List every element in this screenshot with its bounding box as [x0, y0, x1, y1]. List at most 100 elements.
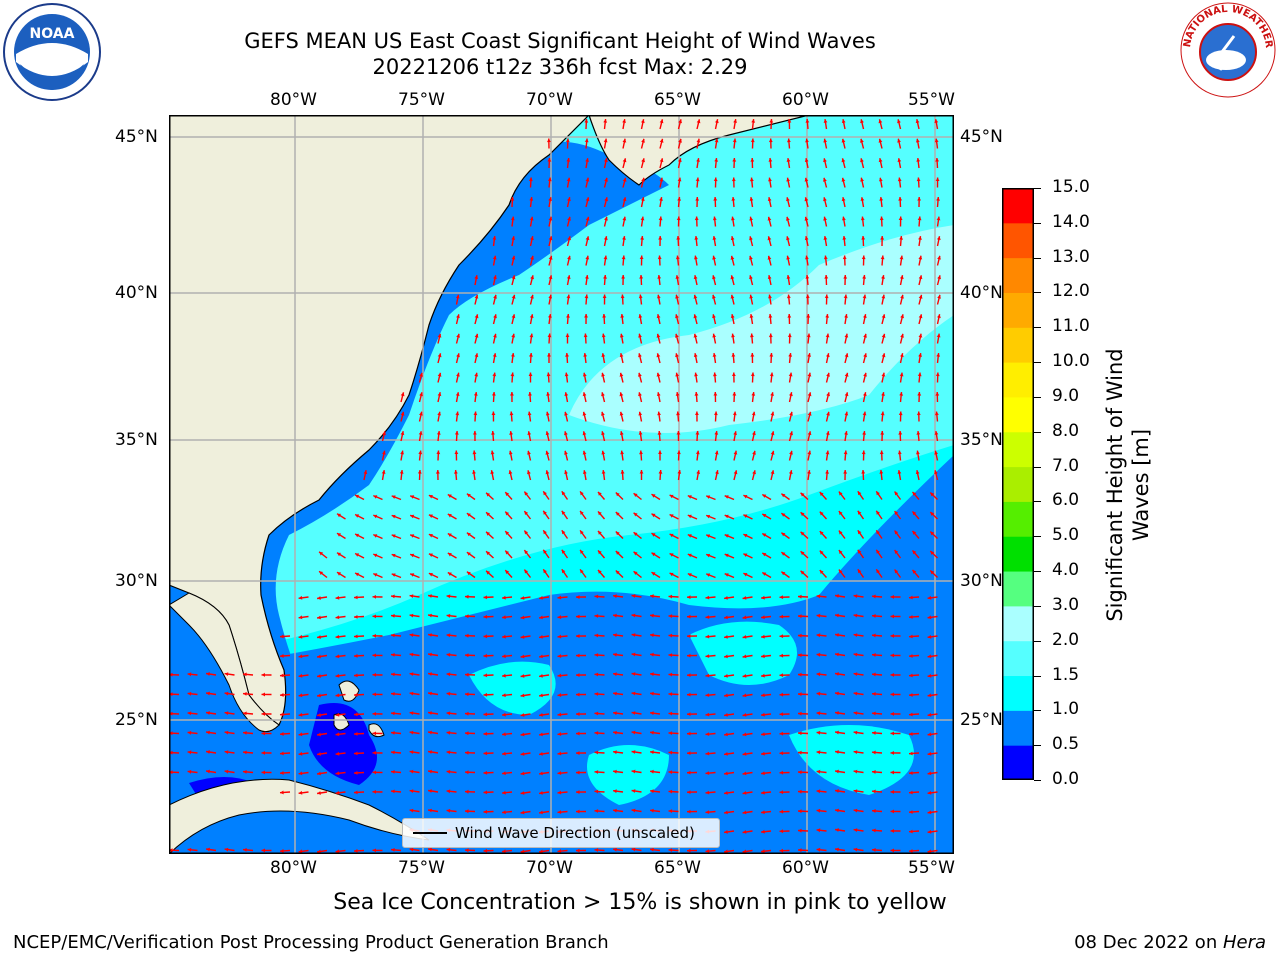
wave-arrow-head: [806, 314, 811, 318]
colorbar-tick-label: 1.5: [1052, 664, 1080, 685]
wave-arrow-head: [804, 177, 809, 182]
wave-arrow-head: [493, 294, 497, 299]
wave-arrow-head: [918, 236, 922, 240]
wave-arrow-head: [594, 711, 599, 716]
wave-arrow-head: [409, 847, 414, 852]
wave-arrow-head: [804, 236, 809, 241]
wave-arrow-head: [446, 750, 451, 755]
wave-arrow-head: [761, 595, 765, 600]
wave-arrow-head: [712, 255, 716, 260]
wave-arrow-head: [841, 119, 846, 123]
wave-arrow-head: [927, 595, 932, 600]
wave-arrow-head: [520, 693, 525, 698]
wave-arrow-head: [761, 693, 765, 698]
wave-arrow-head: [668, 770, 673, 774]
wave-arrow-head: [280, 712, 284, 717]
lon-tick-top-65: 65°W: [654, 90, 701, 110]
wave-arrow-head: [650, 691, 654, 696]
wave-arrow-head: [835, 808, 839, 813]
wave-arrow-head: [696, 470, 701, 474]
wave-arrow-head: [510, 372, 515, 377]
wave-arrow-head: [650, 633, 654, 638]
footer-date-text: 08 Dec 2022 on: [1074, 932, 1223, 953]
wave-arrow-head: [651, 552, 656, 557]
wave-arrow-head: [853, 652, 858, 657]
wave-arrow-head: [622, 177, 627, 182]
wave-arrow-head: [511, 353, 515, 357]
wave-arrow-head: [668, 809, 673, 813]
wave-arrow-head: [619, 431, 624, 435]
wave-arrow-head: [694, 255, 698, 260]
wave-arrow-head: [576, 634, 580, 638]
wave-arrow-head: [927, 810, 932, 815]
wave-arrow-head: [804, 158, 809, 162]
wave-arrow-head: [742, 791, 747, 795]
wave-arrow-head: [835, 633, 839, 637]
wave-arrow-head: [768, 138, 773, 143]
wave-arrow-head: [474, 333, 479, 338]
wave-arrow-head: [391, 614, 395, 618]
wave-arrow-head: [798, 692, 802, 697]
wave-arrow-head: [659, 138, 664, 143]
wave-arrow-head: [317, 713, 321, 717]
wave-arrow-head: [798, 672, 802, 677]
wave-arrow-head: [547, 353, 551, 357]
wave-arrow-head: [224, 769, 229, 774]
wave-arrow-head: [428, 613, 432, 618]
colorbar-tick-mark: [1034, 431, 1041, 433]
wave-arrow-head: [742, 830, 747, 834]
wave-arrow-head: [696, 138, 701, 143]
wave-arrow-head: [930, 492, 935, 497]
wave-arrow-head: [638, 392, 642, 397]
wave-arrow-head: [539, 693, 543, 698]
wave-arrow-head: [436, 431, 441, 435]
wave-arrow-head: [508, 450, 513, 455]
wave-arrow-head: [615, 531, 620, 536]
lat-tick-left-45: 45°N: [115, 127, 158, 147]
wave-arrow-head: [823, 158, 827, 163]
wave-arrow-head: [545, 411, 550, 416]
wave-arrow-head: [615, 492, 620, 497]
wave-arrow-head: [391, 495, 396, 499]
wave-arrow-head: [732, 372, 736, 376]
wave-arrow-head: [639, 255, 644, 259]
wave-arrow-head: [675, 372, 680, 377]
wave-arrow-head: [566, 177, 571, 182]
wave-arrow-head: [465, 594, 469, 599]
wave-arrow-head: [843, 470, 848, 474]
wave-arrow-head: [529, 197, 534, 201]
wave-arrow-head: [633, 571, 638, 575]
wave-arrow-head: [580, 549, 584, 554]
colorbar-band: [1002, 640, 1034, 677]
wave-arrow-head: [705, 790, 710, 795]
wave-arrow-head: [853, 847, 858, 852]
wave-arrow-head: [557, 849, 562, 853]
wave-arrow-head: [823, 255, 828, 260]
wave-arrow-head: [705, 849, 710, 853]
wave-arrow-head: [844, 431, 848, 435]
wave-arrow-head: [582, 411, 587, 416]
wave-arrow-head: [224, 730, 229, 735]
wave-arrow-head: [465, 750, 469, 755]
lat-tick-right-35: 35°N: [960, 430, 1003, 450]
wave-arrow-head: [354, 712, 358, 717]
wave-arrow-head: [712, 275, 716, 280]
wave-arrow-head: [400, 392, 405, 397]
wave-arrow-head: [894, 511, 899, 515]
wave-arrow-head: [779, 848, 784, 853]
wave-arrow-head: [601, 333, 606, 338]
wave-arrow-head: [724, 849, 728, 854]
wave-arrow-head: [622, 119, 626, 123]
wave-arrow-head: [280, 771, 284, 775]
wave-arrow-head: [752, 470, 756, 475]
wave-arrow-head: [880, 431, 885, 435]
wave-arrow-head: [876, 549, 880, 554]
wave-arrow-head: [862, 275, 866, 279]
wave-arrow-head: [677, 450, 681, 455]
wave-arrow-head: [898, 431, 903, 435]
wave-arrow-head: [317, 615, 321, 620]
map-legend: Wind Wave Direction (unscaled): [402, 818, 720, 848]
wave-arrow-head: [169, 770, 173, 775]
wave-arrow-head: [816, 672, 821, 677]
wave-arrow-head: [604, 216, 608, 221]
